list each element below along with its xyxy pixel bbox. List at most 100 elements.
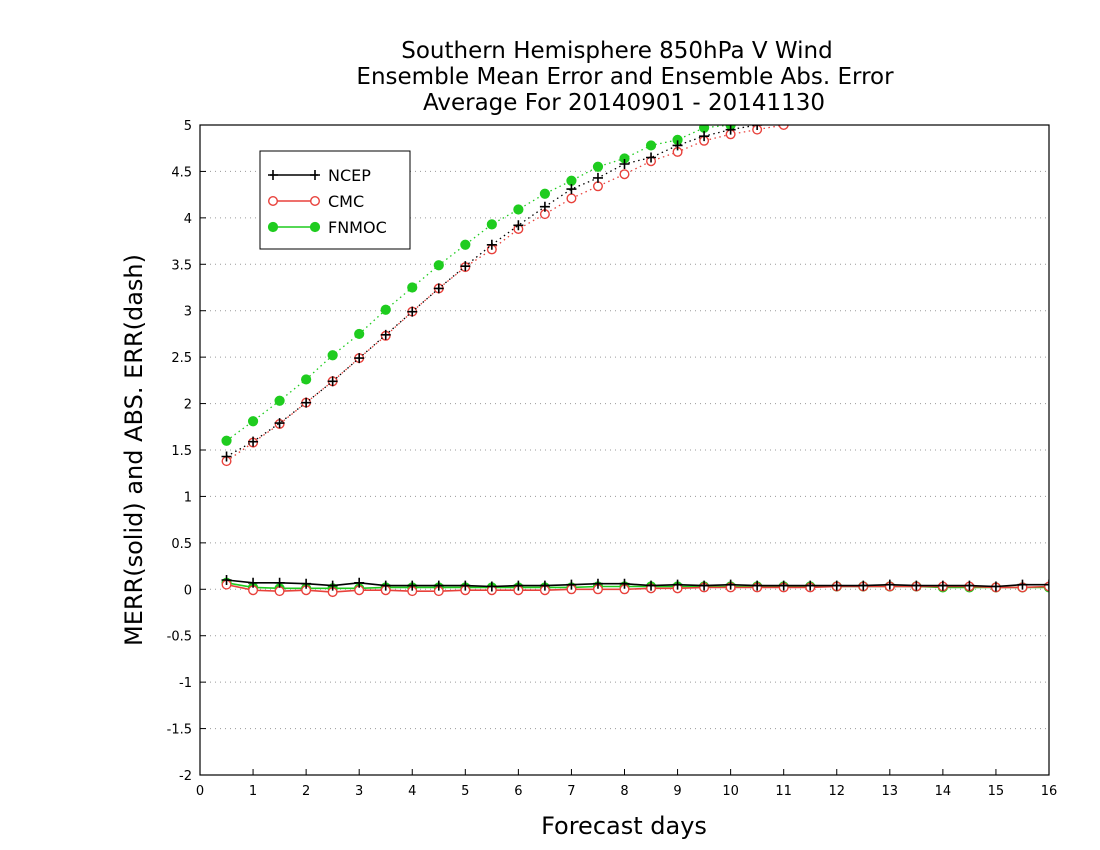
data-point-abs bbox=[646, 152, 657, 163]
data-point-abs bbox=[1017, 74, 1027, 84]
series-line-merr-ncep bbox=[226, 579, 1049, 588]
data-point-merr bbox=[911, 580, 922, 591]
data-point-abs bbox=[832, 111, 841, 120]
data-point-abs bbox=[832, 102, 841, 111]
x-tick-label: 0 bbox=[196, 784, 204, 799]
data-point-abs bbox=[859, 107, 868, 116]
data-point-abs bbox=[539, 201, 550, 212]
data-point-abs bbox=[486, 239, 497, 250]
y-tick-label: 0.5 bbox=[171, 537, 192, 552]
data-point-abs bbox=[566, 175, 577, 186]
chart-title-line-3: Average For 20140901 - 20141130 bbox=[423, 90, 825, 116]
data-point-merr bbox=[248, 577, 259, 588]
data-point-abs bbox=[486, 219, 497, 230]
chart-title-line-2: Ensemble Mean Error and Ensemble Abs. Er… bbox=[356, 64, 894, 90]
data-point-merr bbox=[380, 580, 391, 591]
data-point-abs bbox=[964, 83, 974, 93]
data-point-abs bbox=[965, 88, 974, 97]
data-point-merr bbox=[1017, 579, 1028, 590]
data-point-abs bbox=[407, 282, 418, 293]
data-point-abs bbox=[619, 169, 630, 180]
y-tick-label: -0.5 bbox=[167, 630, 192, 645]
chart-title-line-1: Southern Hemisphere 850hPa V Wind bbox=[401, 38, 832, 64]
data-point-abs bbox=[592, 161, 604, 172]
data-point-abs bbox=[460, 239, 471, 250]
data-point-abs bbox=[645, 140, 657, 151]
y-tick-label: 1 bbox=[184, 490, 192, 505]
data-point-abs bbox=[327, 350, 338, 361]
data-point-merr bbox=[460, 580, 471, 591]
legend-marker bbox=[310, 195, 321, 206]
data-point-abs bbox=[460, 261, 471, 272]
data-point-abs bbox=[832, 106, 842, 116]
series-line-abs-ncep bbox=[226, 125, 761, 458]
data-point-merr bbox=[831, 580, 842, 591]
x-tick-label: 13 bbox=[882, 784, 899, 799]
data-point-abs bbox=[858, 101, 868, 111]
legend-marker bbox=[310, 170, 320, 180]
data-point-abs bbox=[274, 395, 285, 406]
legend-box bbox=[259, 150, 411, 250]
data-point-merr bbox=[752, 580, 763, 591]
data-point-abs bbox=[992, 84, 1001, 93]
data-point-merr bbox=[725, 579, 736, 590]
y-tick-label: -1.5 bbox=[167, 723, 192, 738]
data-point-merr bbox=[274, 577, 285, 588]
y-tick-label: 0 bbox=[184, 583, 192, 598]
x-axis-label: Forecast days bbox=[541, 812, 707, 840]
data-point-merr bbox=[221, 575, 232, 585]
legend-item-ncep: NCEP bbox=[268, 166, 371, 185]
data-point-abs bbox=[1045, 74, 1054, 83]
y-tick-label: 3.5 bbox=[171, 258, 192, 273]
legend-marker bbox=[309, 221, 321, 233]
x-tick-label: 8 bbox=[620, 784, 628, 799]
data-point-merr bbox=[433, 580, 444, 591]
data-point-abs bbox=[938, 83, 947, 92]
data-point-merr bbox=[805, 580, 816, 591]
data-point-abs bbox=[433, 283, 444, 294]
data-point-abs bbox=[407, 306, 418, 317]
x-tick-label: 4 bbox=[408, 784, 416, 799]
data-point-merr bbox=[937, 580, 948, 591]
data-point-abs bbox=[221, 435, 232, 446]
data-point-abs bbox=[354, 328, 365, 340]
series-line-abs-fnmoc bbox=[226, 125, 735, 442]
data-point-abs bbox=[247, 416, 259, 427]
x-tick-label: 7 bbox=[567, 784, 575, 799]
data-point-abs bbox=[566, 184, 577, 195]
data-point-abs bbox=[592, 172, 603, 183]
data-point-merr bbox=[301, 578, 312, 589]
data-point-abs bbox=[886, 102, 895, 111]
y-tick-label: 2.5 bbox=[171, 351, 192, 366]
data-point-abs bbox=[885, 97, 895, 107]
data-point-merr bbox=[1044, 579, 1049, 590]
y-tick-label: -1 bbox=[179, 676, 192, 691]
data-point-abs bbox=[539, 188, 551, 199]
data-point-merr bbox=[884, 579, 895, 590]
x-tick-label: 6 bbox=[514, 784, 522, 799]
x-tick-label: 11 bbox=[775, 784, 792, 799]
legend-label: NCEP bbox=[328, 166, 371, 185]
data-point-abs bbox=[912, 88, 921, 97]
data-point-abs bbox=[911, 92, 921, 102]
data-point-abs bbox=[699, 131, 710, 142]
data-point-abs bbox=[1044, 69, 1054, 79]
series-ncep bbox=[221, 69, 1054, 592]
x-tick-label: 9 bbox=[673, 784, 681, 799]
data-point-abs bbox=[725, 125, 736, 135]
data-point-abs bbox=[808, 125, 813, 126]
data-point-merr bbox=[539, 580, 550, 591]
data-point-merr bbox=[646, 580, 657, 591]
data-point-merr bbox=[990, 581, 1001, 592]
data-point-abs bbox=[354, 353, 365, 364]
data-point-abs bbox=[778, 125, 789, 130]
series-layer bbox=[221, 69, 1054, 598]
data-point-abs bbox=[619, 159, 630, 169]
data-point-abs bbox=[301, 397, 312, 408]
data-point-abs bbox=[965, 79, 974, 88]
data-point-abs bbox=[1018, 69, 1027, 78]
data-point-abs bbox=[566, 193, 577, 204]
legend-item-fnmoc: FNMOC bbox=[267, 218, 387, 237]
y-tick-label: -2 bbox=[179, 769, 192, 784]
data-point-merr bbox=[964, 580, 975, 591]
